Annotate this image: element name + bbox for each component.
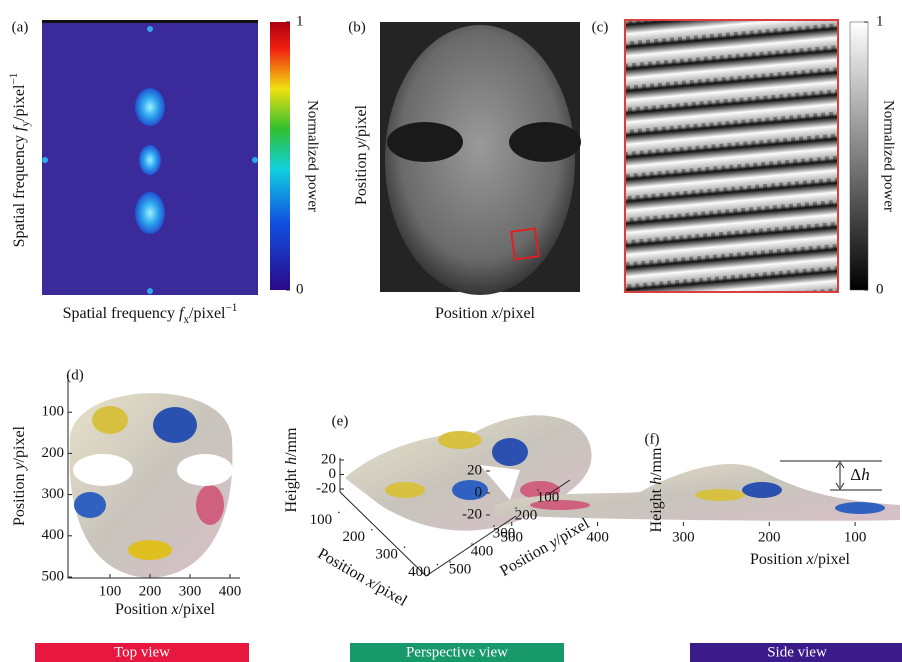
y-tick-label: 200 bbox=[42, 445, 65, 461]
label-part: /mm bbox=[648, 447, 665, 477]
label-part: Height bbox=[283, 465, 300, 513]
y-tick-label: 500 bbox=[449, 561, 472, 577]
y-tick-label: 400 bbox=[42, 527, 65, 543]
label-part: x bbox=[490, 305, 498, 322]
zoom-image bbox=[625, 20, 838, 292]
y-tick-label: 500 bbox=[42, 568, 65, 584]
y-tick-label: 100 bbox=[42, 404, 65, 420]
label-part: −1 bbox=[225, 302, 237, 314]
axis-label: Height h/mm bbox=[283, 427, 300, 512]
view-label: Side view bbox=[767, 644, 827, 660]
panel-label: (b) bbox=[348, 19, 366, 35]
panel-label: (a) bbox=[12, 19, 29, 35]
label-part: /pixel bbox=[353, 104, 370, 141]
x-tick-label: 200 bbox=[139, 583, 162, 599]
label-part: /pixel bbox=[11, 425, 28, 462]
label-part: /pixel bbox=[189, 305, 226, 322]
z-tick-label: 20 bbox=[467, 462, 482, 478]
x-tick-label: 300 bbox=[179, 583, 202, 599]
label-part: Position bbox=[353, 149, 370, 205]
x-tick bbox=[371, 529, 373, 531]
x-tick-label: 100 bbox=[99, 583, 122, 599]
label-part: /pixel bbox=[370, 577, 411, 610]
label-part: /pixel bbox=[814, 551, 851, 568]
label-part: Position bbox=[435, 305, 491, 322]
y-tick-label: 300 bbox=[42, 486, 65, 502]
x-tick bbox=[338, 512, 340, 514]
label-part: Spatial frequency bbox=[63, 305, 179, 322]
axis-label: Position y/pixel bbox=[11, 425, 28, 526]
label-part: h bbox=[861, 465, 870, 484]
colorbar-title: Normalized power bbox=[881, 100, 897, 212]
z-tick-label: -20 bbox=[462, 506, 482, 522]
mask-top bbox=[69, 393, 233, 578]
axis-label: Δh bbox=[850, 465, 869, 484]
z-tick-label: 0 bbox=[475, 484, 483, 500]
label-part: x bbox=[805, 551, 813, 568]
colorbar-jet bbox=[270, 22, 290, 290]
y-tick-label: 100 bbox=[537, 489, 560, 505]
x-tick-label: 400 bbox=[408, 564, 431, 580]
x-tick-label: 400 bbox=[586, 529, 609, 545]
label-part: Position bbox=[115, 601, 171, 618]
x-tick-label: 100 bbox=[310, 512, 333, 528]
label-part: Position bbox=[11, 470, 28, 526]
label-part: Height bbox=[648, 485, 665, 533]
label-part: h bbox=[648, 477, 665, 485]
y-tick-label: 400 bbox=[471, 543, 494, 559]
x-tick-label: 100 bbox=[844, 529, 867, 545]
colorbar-gray bbox=[850, 22, 868, 290]
x-tick bbox=[404, 546, 406, 548]
page: (a) (b) (c) (d) (e) (f) Spatial frequency fy/p… bbox=[0, 0, 902, 662]
x-tick-label: 200 bbox=[342, 529, 365, 545]
label-part: Position bbox=[315, 545, 372, 588]
colorbar-tick-label: 1 bbox=[296, 13, 304, 29]
axis-label: Height h/mm bbox=[648, 447, 665, 532]
label-part: −1 bbox=[8, 73, 20, 85]
axis-label: Spatial frequency fx/pixel−1 bbox=[63, 302, 238, 326]
axis-label: Spatial frequency fy/pixel−1 bbox=[8, 73, 32, 248]
colorbar-tick-label: 0 bbox=[876, 281, 884, 297]
label-part: Position bbox=[750, 551, 806, 568]
colorbar-title: Normalized power bbox=[305, 100, 321, 212]
axis-label: Position y/pixel bbox=[353, 104, 370, 205]
axis-label: Position x/pixel bbox=[115, 601, 216, 618]
view-label: Perspective view bbox=[406, 644, 508, 660]
y-tick-label: 200 bbox=[515, 507, 538, 523]
panel-label: (e) bbox=[332, 413, 349, 429]
x-tick-label: 400 bbox=[219, 583, 242, 599]
label-part: h bbox=[283, 457, 300, 465]
x-tick-label: 300 bbox=[672, 529, 695, 545]
z-tick-label: -20 bbox=[316, 480, 336, 496]
label-part: /pixel bbox=[11, 84, 28, 121]
label-part: /pixel bbox=[499, 305, 536, 322]
view-label: Top view bbox=[114, 644, 170, 660]
x-tick-label: 500 bbox=[501, 529, 524, 545]
axis-label: Position x/pixel bbox=[750, 551, 851, 568]
x-tick bbox=[437, 564, 439, 566]
colorbar-tick-label: 1 bbox=[876, 13, 884, 29]
label-part: /pixel bbox=[179, 601, 216, 618]
x-tick-label: 300 bbox=[375, 547, 398, 563]
label-part: Spatial frequency bbox=[11, 131, 28, 247]
label-part: Δ bbox=[850, 465, 861, 484]
fringe-image bbox=[380, 22, 581, 295]
figure: (a) (b) (c) (d) (e) (f) Spatial frequency fy/p… bbox=[0, 0, 902, 662]
panel-label: (c) bbox=[592, 19, 609, 35]
label-part: x bbox=[170, 601, 178, 618]
colorbar-tick-label: 0 bbox=[296, 281, 304, 297]
x-tick-label: 200 bbox=[758, 529, 781, 545]
label-part: /mm bbox=[283, 427, 300, 457]
panel-label: (f) bbox=[645, 431, 660, 447]
axis-label: Position x/pixel bbox=[435, 305, 536, 322]
spectrum-image bbox=[42, 20, 258, 295]
panel-label: (d) bbox=[66, 367, 84, 383]
